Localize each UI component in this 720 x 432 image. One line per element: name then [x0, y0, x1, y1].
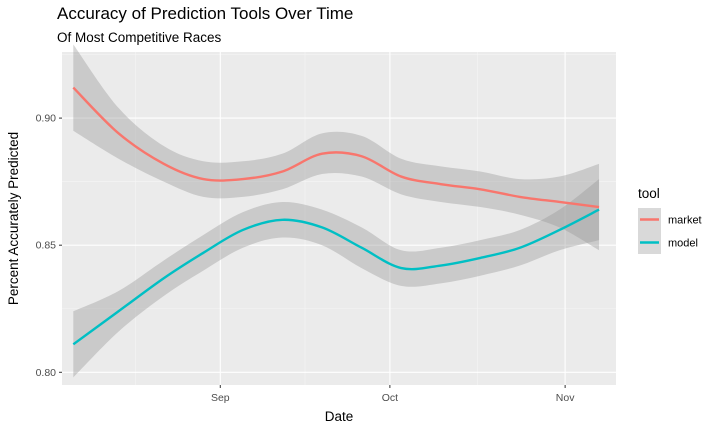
series-lines	[72, 86, 600, 346]
ribbon-model	[73, 179, 600, 378]
legend: tool market model	[638, 186, 702, 254]
x-axis-title: Date	[325, 409, 354, 424]
legend-item-model: model	[638, 231, 698, 254]
legend-label-model: model	[668, 238, 698, 250]
legend-label-market: market	[668, 215, 702, 227]
y-tick-label: 0.80	[36, 367, 57, 379]
y-axis-title: Percent Accurately Predicted	[6, 132, 21, 305]
chart-subtitle: Of Most Competitive Races	[57, 30, 222, 45]
line-model	[72, 208, 600, 346]
grid-major	[62, 52, 616, 385]
y-axis-ticks: 0.80 0.85 0.90	[36, 113, 62, 379]
x-axis-ticks: Sep Oct Nov	[211, 385, 575, 404]
x-tick-label: Oct	[382, 392, 398, 404]
line-market	[72, 86, 600, 209]
x-tick-label: Sep	[211, 392, 230, 404]
y-tick-label: 0.90	[36, 113, 57, 125]
y-tick-label: 0.85	[36, 240, 57, 252]
chart-title: Accuracy of Prediction Tools Over Time	[57, 4, 354, 23]
plot-panel	[62, 52, 616, 385]
ribbon-market	[73, 44, 600, 251]
legend-title: tool	[638, 186, 660, 201]
confidence-ribbons	[73, 44, 600, 378]
grid-minor	[62, 52, 616, 385]
legend-item-market: market	[638, 208, 702, 231]
x-tick-label: Nov	[556, 392, 575, 404]
